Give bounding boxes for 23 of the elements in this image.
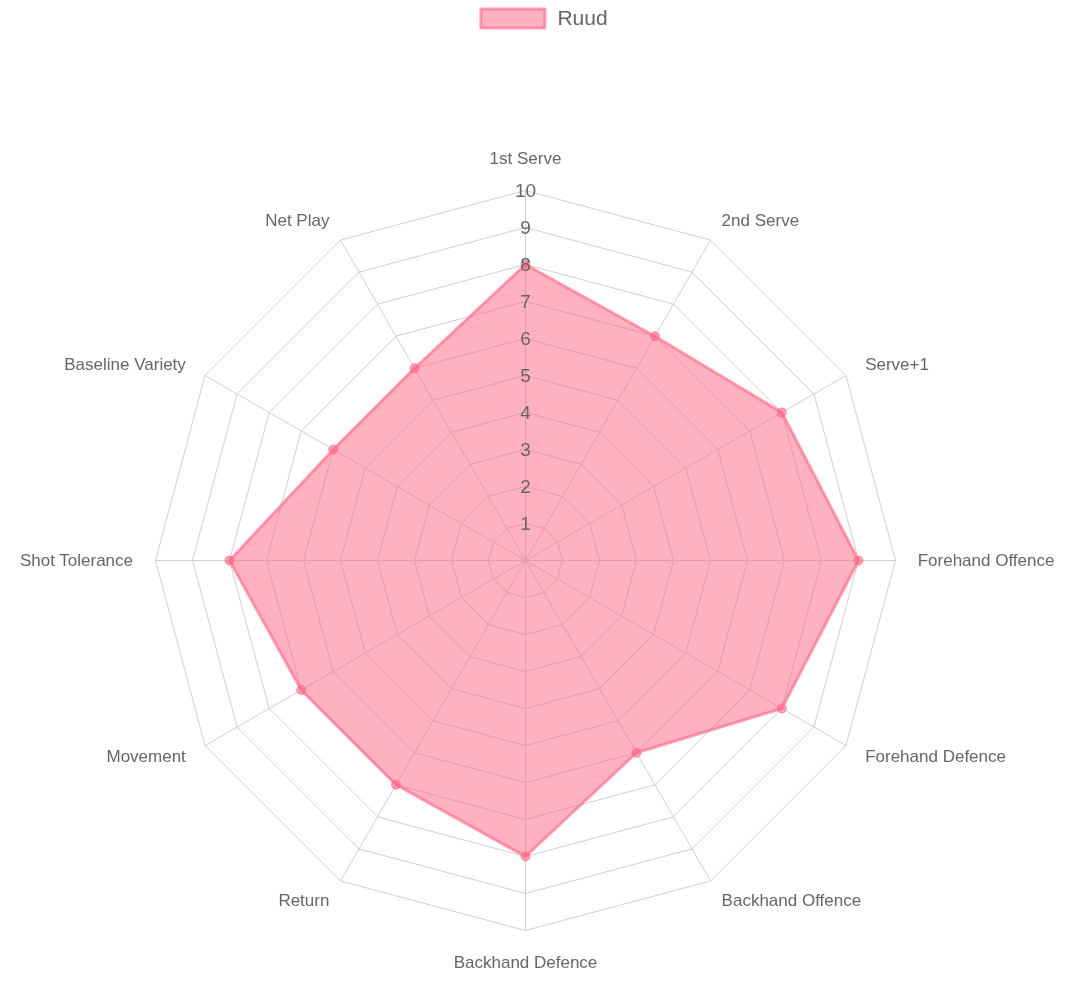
spoke-label: Shot Tolerance	[19, 551, 133, 570]
y-tick-label: 6	[520, 328, 531, 349]
y-tick-label: 5	[520, 365, 531, 386]
spoke-label: Movement	[106, 747, 187, 767]
spoke-label: 2nd Serve	[721, 211, 800, 231]
y-tick-label: 8	[520, 254, 531, 275]
spoke-label: 1st Serve	[489, 149, 562, 169]
spoke-label: Backhand Defence	[453, 952, 598, 972]
y-tick-label: 4	[520, 402, 532, 423]
spoke-label: Return	[278, 890, 330, 910]
y-tick-label: 3	[520, 439, 531, 460]
spoke-label: Net Play	[265, 211, 330, 231]
y-tick-label: 2	[520, 476, 531, 497]
y-tick-label: 10	[514, 180, 537, 201]
legend-label: Ruud	[557, 6, 608, 30]
y-tick-label: 7	[520, 291, 531, 312]
y-tick-label: 1	[520, 513, 531, 534]
spoke-label: Serve+1	[865, 354, 929, 374]
spoke-label: Forehand Offence	[917, 551, 1055, 570]
y-tick-label: 9	[520, 217, 531, 238]
spoke-label: Backhand Offence	[721, 890, 862, 910]
spoke-label: Baseline Variety	[64, 354, 187, 374]
spoke-label: Forehand Defence	[865, 747, 1006, 767]
